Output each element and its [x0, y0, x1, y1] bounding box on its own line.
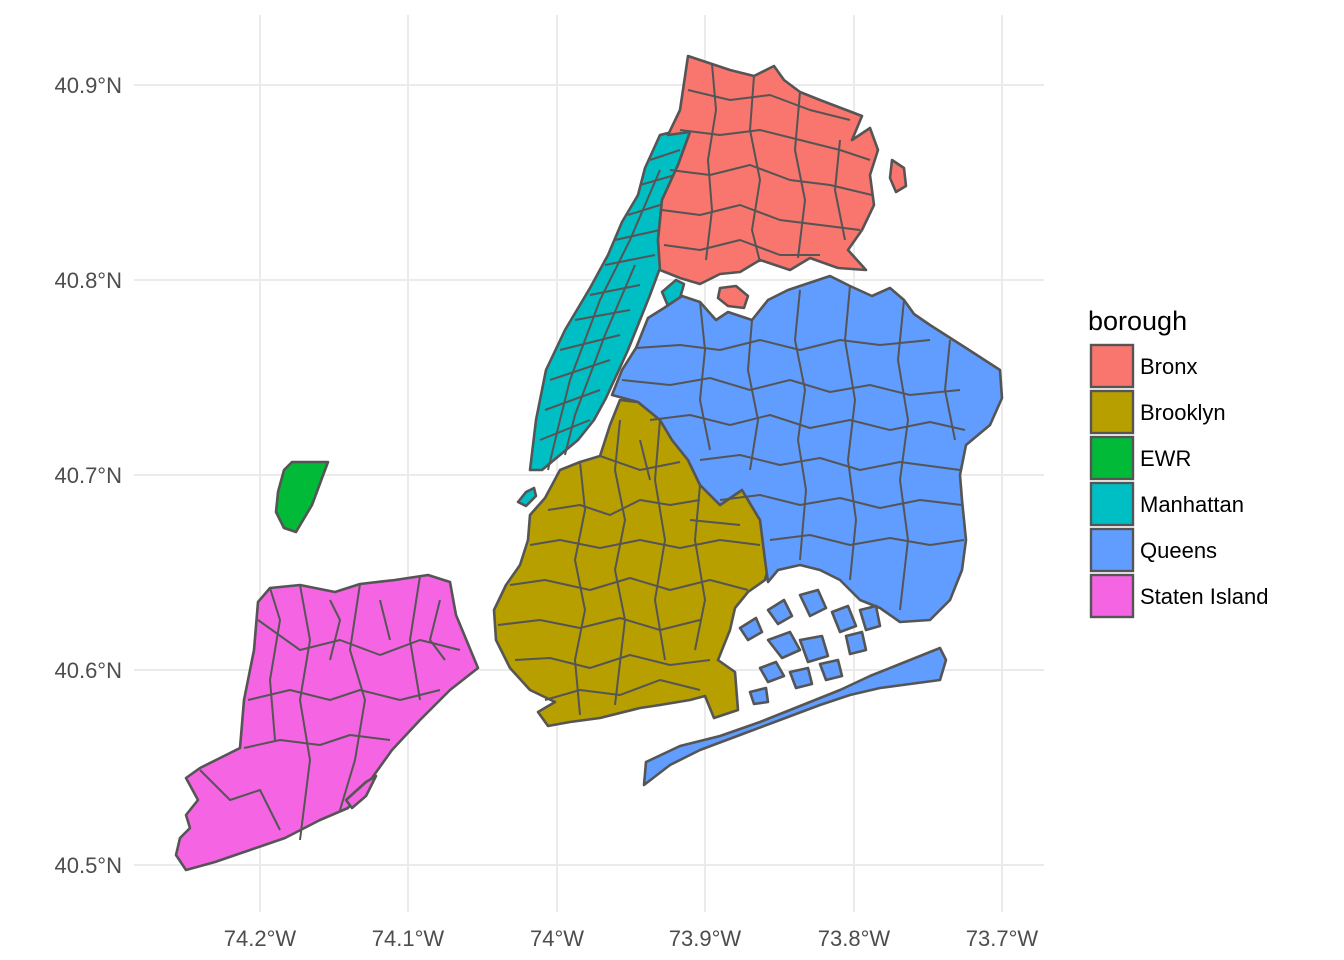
region-bronx	[656, 54, 908, 310]
bronx-neighborhood-borders	[661, 63, 873, 263]
x-tick-label: 73.7°W	[966, 926, 1039, 951]
y-tick-label: 40.6°N	[54, 658, 122, 683]
legend-label: Staten Island	[1140, 584, 1268, 609]
region-brooklyn	[492, 398, 772, 728]
legend-label: Queens	[1140, 538, 1217, 563]
staten-island-south-beach	[344, 774, 378, 810]
x-tick-label: 73.8°W	[818, 926, 891, 951]
brooklyn-neighborhood-borders	[497, 419, 761, 716]
x-tick-label: 74.2°W	[224, 926, 297, 951]
x-tick-label: 74.1°W	[372, 926, 445, 951]
legend-key	[1089, 343, 1135, 389]
legend-title: borough	[1088, 306, 1187, 336]
y-tick-label: 40.9°N	[54, 73, 122, 98]
governors-island	[516, 486, 538, 508]
city-island	[888, 158, 908, 194]
queens-neighborhood-borders	[621, 285, 966, 611]
region-queens	[610, 274, 1004, 787]
legend-key	[1089, 481, 1135, 527]
legend-item-queens: Queens	[1089, 527, 1217, 573]
y-tick-label: 40.7°N	[54, 463, 122, 488]
legend-item-staten-island: Staten Island	[1089, 573, 1268, 619]
legend-key	[1089, 389, 1135, 435]
legend-item-brooklyn: Brooklyn	[1089, 389, 1226, 435]
x-tick-label: 73.9°W	[669, 926, 742, 951]
x-tick-label: 74°W	[530, 926, 584, 951]
staten-island-neighborhood-borders	[199, 575, 461, 841]
rockaway-peninsula	[642, 646, 948, 787]
region-ewr	[274, 460, 330, 534]
legend-item-ewr: EWR	[1089, 435, 1191, 481]
queens-shape	[610, 274, 1004, 624]
staten-island-shape	[174, 573, 480, 872]
y-axis-labels: 40.9°N 40.8°N 40.7°N 40.6°N 40.5°N	[54, 73, 122, 878]
legend-label: Bronx	[1140, 354, 1197, 379]
legend: borough Bronx Brooklyn EWR Manhattan Que…	[1088, 306, 1268, 619]
y-tick-label: 40.8°N	[54, 268, 122, 293]
y-tick-label: 40.5°N	[54, 853, 122, 878]
randalls-island	[660, 278, 686, 308]
legend-key	[1089, 573, 1135, 619]
legend-label: Brooklyn	[1140, 400, 1226, 425]
manhattan-neighborhood-borders	[539, 149, 681, 471]
legend-label: Manhattan	[1140, 492, 1244, 517]
legend-label: EWR	[1140, 446, 1191, 471]
rikers-island	[716, 284, 750, 310]
x-axis-labels: 74.2°W 74.1°W 74°W 73.9°W 73.8°W 73.7°W	[224, 926, 1039, 951]
ewr-shape	[274, 460, 330, 534]
legend-item-bronx: Bronx	[1089, 343, 1197, 389]
legend-key	[1089, 527, 1135, 573]
legend-item-manhattan: Manhattan	[1089, 481, 1244, 527]
region-staten-island	[174, 573, 480, 872]
jamaica-bay-islands	[738, 588, 882, 706]
legend-key	[1089, 435, 1135, 481]
